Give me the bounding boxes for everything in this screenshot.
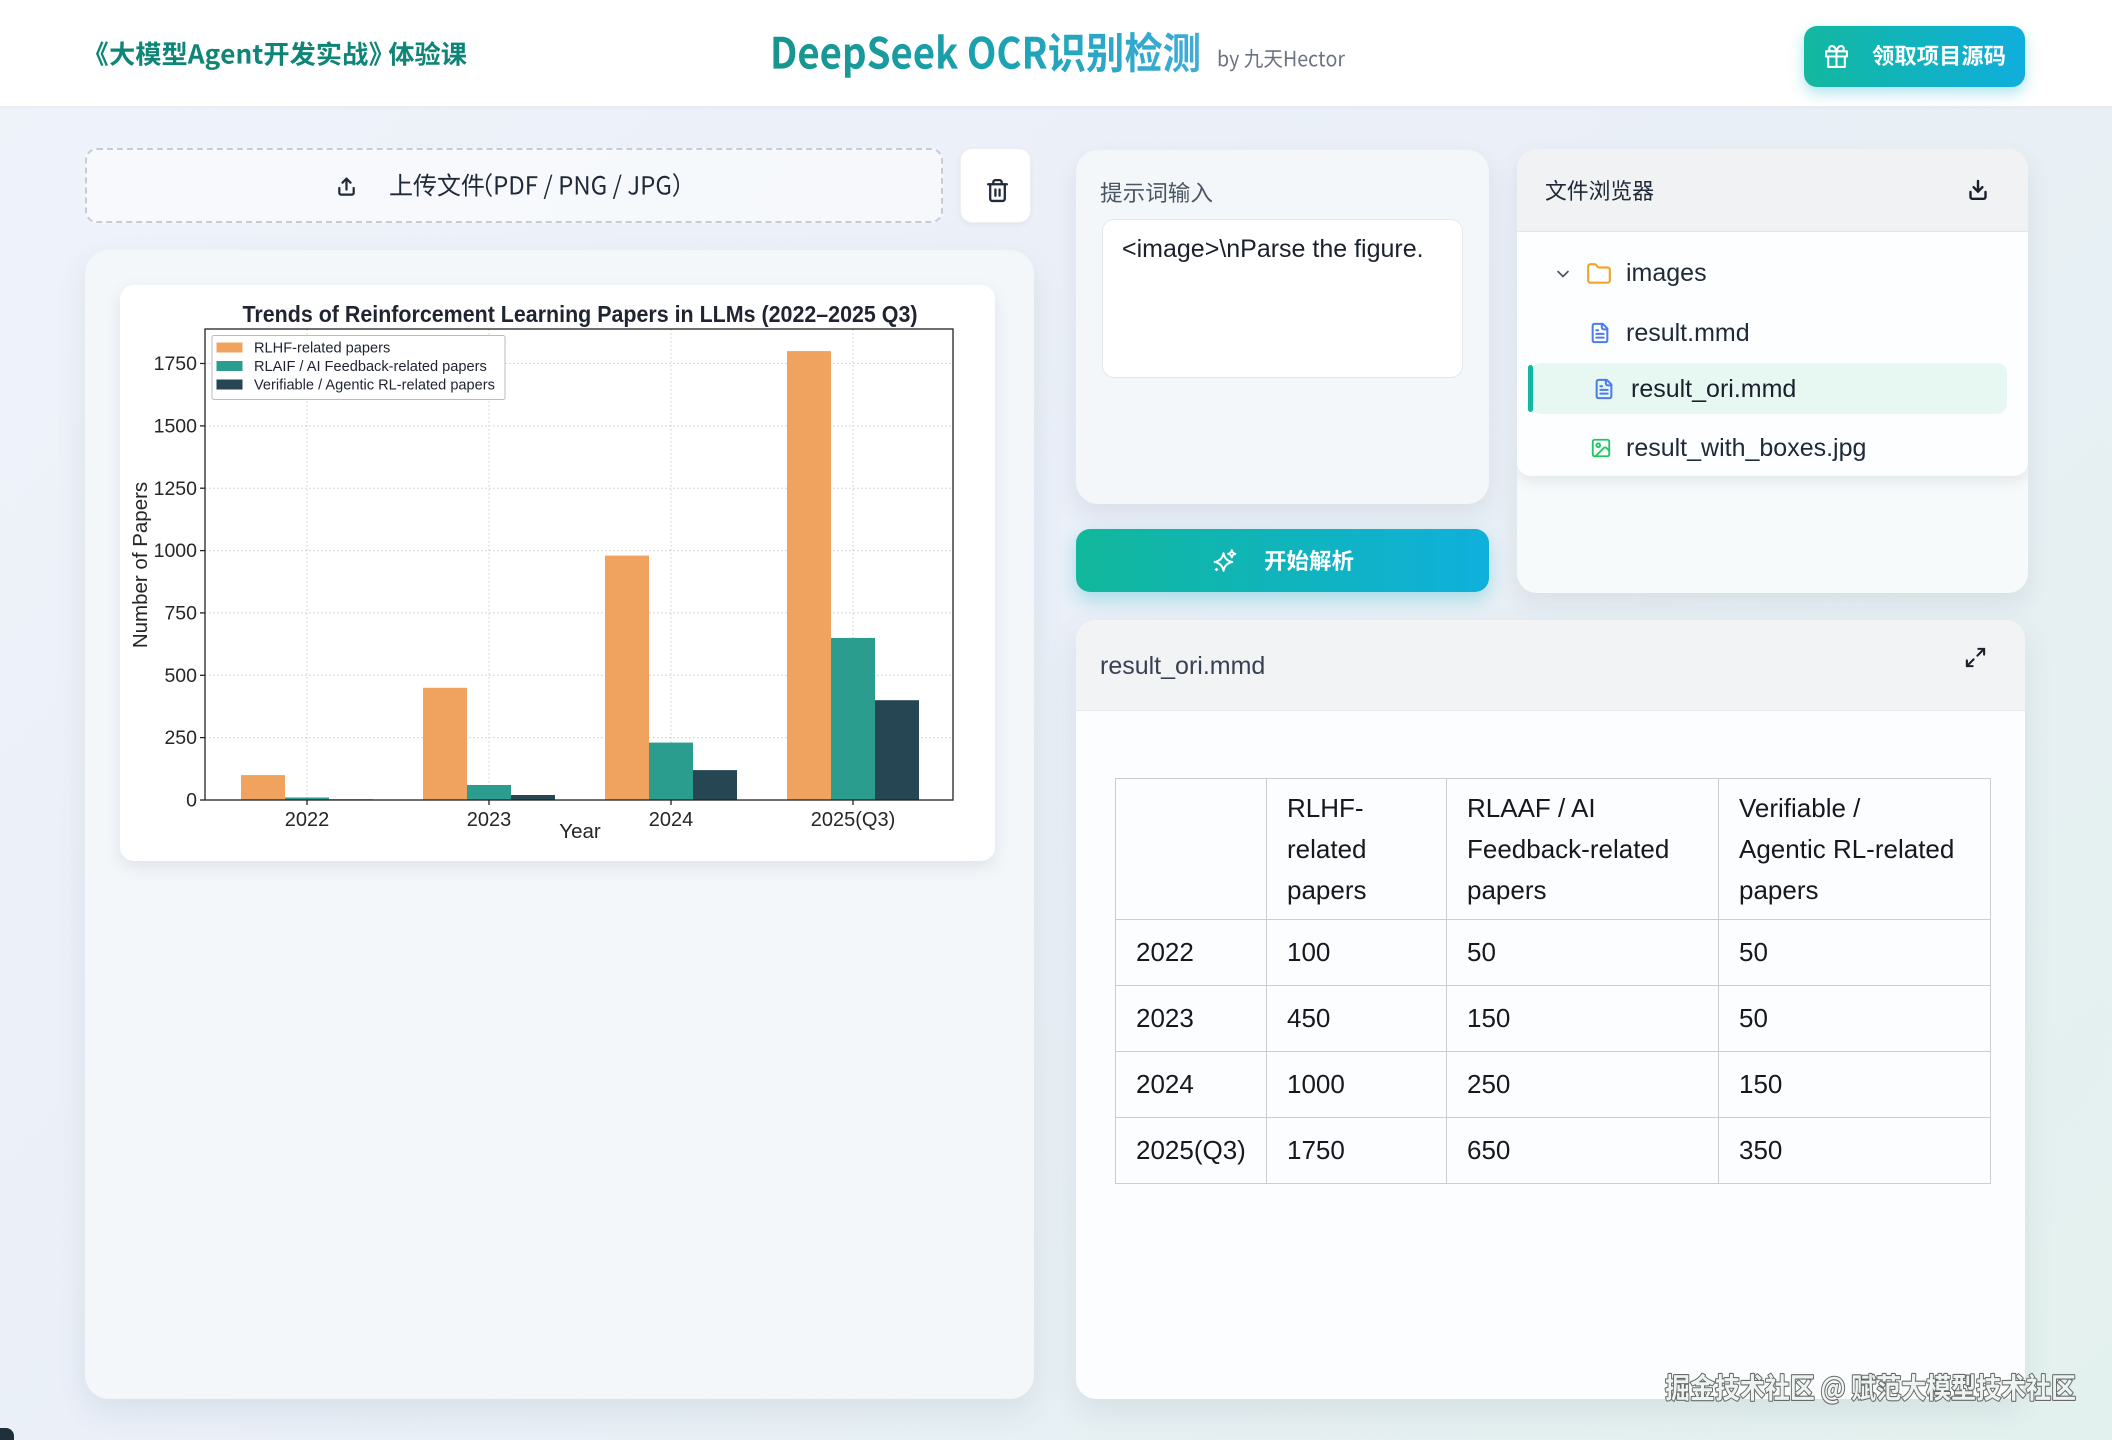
svg-text:Verifiable / Agentic RL-relate: Verifiable / Agentic RL-related papers xyxy=(254,378,495,394)
svg-text:2023: 2023 xyxy=(467,809,512,831)
svg-text:Year: Year xyxy=(559,820,601,843)
svg-text:RLAIF / AI Feedback-related pa: RLAIF / AI Feedback-related papers xyxy=(254,359,487,375)
svg-text:2025(Q3): 2025(Q3) xyxy=(811,809,896,831)
svg-text:RLHF-related papers: RLHF-related papers xyxy=(254,341,390,357)
svg-text:Number of Papers: Number of Papers xyxy=(129,482,152,648)
svg-text:0: 0 xyxy=(186,790,197,812)
svg-text:1500: 1500 xyxy=(154,415,198,437)
svg-text:2022: 2022 xyxy=(285,809,330,831)
svg-text:500: 500 xyxy=(164,665,197,687)
svg-text:1250: 1250 xyxy=(154,478,198,500)
svg-text:250: 250 xyxy=(164,727,197,749)
svg-text:750: 750 xyxy=(164,602,197,624)
svg-text:2024: 2024 xyxy=(649,809,694,831)
svg-text:Trends of Reinforcement Learni: Trends of Reinforcement Learning Papers … xyxy=(243,301,918,327)
svg-text:1750: 1750 xyxy=(154,353,198,375)
svg-text:1000: 1000 xyxy=(154,540,198,562)
